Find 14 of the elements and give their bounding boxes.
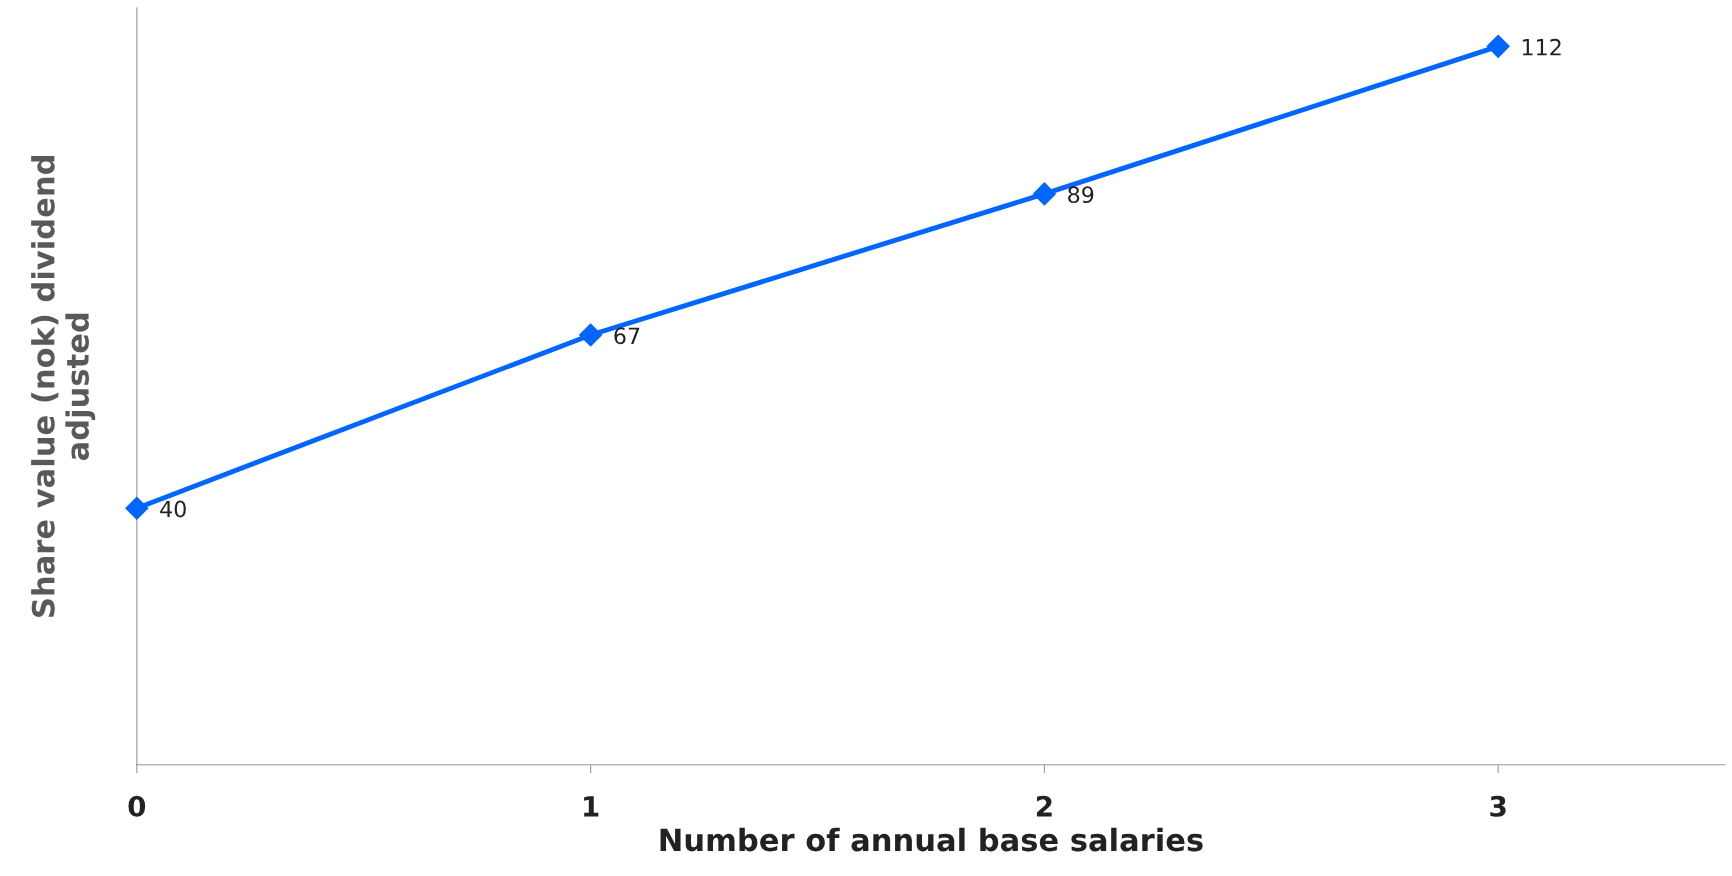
x-tick-label: 0: [128, 795, 146, 817]
x-tick-label: 1: [584, 796, 599, 817]
point: [579, 323, 603, 347]
x-tick-label: 3: [1490, 795, 1506, 817]
y-axis-title: Share value (nok) dividend adjusted: [31, 156, 96, 617]
data-label: 112: [1522, 38, 1561, 56]
x-tick-label: 2: [1036, 795, 1052, 817]
data-label: 89: [1068, 186, 1094, 204]
point: [125, 496, 149, 520]
point: [1486, 34, 1510, 58]
point: [1032, 182, 1056, 206]
x-axis-title: Number of annual base salaries: [660, 827, 1203, 852]
data-label: 40: [160, 500, 186, 518]
data-label: 67: [614, 327, 640, 345]
